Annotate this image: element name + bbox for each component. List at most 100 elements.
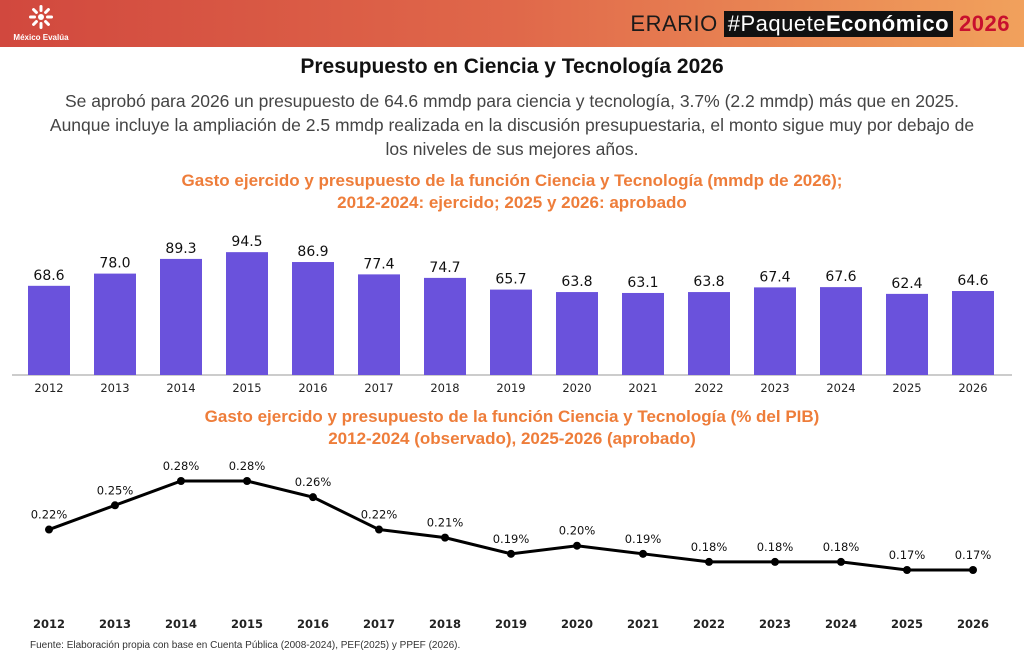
point-2025 (903, 566, 911, 574)
brand-paquete: #PaqueteEconómico (723, 11, 954, 37)
data-label-2012: 68.6 (33, 268, 64, 284)
source-footnote: Fuente: Elaboración propia con base en C… (30, 640, 461, 651)
point-2022 (705, 557, 713, 566)
line-chart-title-line2: 2012-2024 (observado), 2025-2026 (aproba… (328, 429, 696, 448)
data-label-2013: 0.25% (97, 483, 134, 497)
data-label-2021: 0.19% (625, 532, 662, 546)
point-2019 (507, 549, 515, 558)
bar-chart: 68.6 2012 78.0 2013 89.3 2014 94.5 2015 86.9 2016… (12, 234, 1012, 395)
data-label-2025: 0.17% (889, 548, 926, 562)
data-label-2021: 63.1 (627, 275, 658, 291)
bar-chart-title-line2: 2012-2024: ejercido; 2025 y 2026: aproba… (337, 193, 687, 212)
x-tick-label-2015: 2015 (232, 381, 261, 395)
x-tick-label-2022: 2022 (693, 617, 725, 631)
x-tick-label-2018: 2018 (429, 617, 461, 631)
x-tick-label-2023: 2023 (759, 617, 791, 631)
point-2024 (837, 557, 845, 566)
bar-2024 (820, 287, 862, 375)
brand-year: 2026 (959, 11, 1010, 36)
data-label-2020: 63.8 (561, 274, 592, 290)
data-label-2014: 0.28% (163, 459, 200, 473)
line-chart: 0.22% 2012 0.25% 2013 0.28% 2014 0.28% 2015 0.26… (31, 459, 992, 631)
bar-2023 (754, 287, 796, 375)
data-label-2025: 62.4 (891, 276, 922, 292)
data-label-2026: 0.17% (955, 548, 992, 562)
x-tick-label-2021: 2021 (627, 617, 659, 631)
flower-icon (29, 5, 53, 29)
x-tick-label-2020: 2020 (562, 381, 591, 395)
bar-2018 (424, 277, 466, 375)
bar-2019 (490, 289, 532, 375)
logo-text: México Evalúa (13, 33, 69, 42)
line-chart-title: Gasto ejercido y presupuesto de la funci… (0, 406, 1024, 450)
point-2012 (45, 525, 53, 534)
data-label-2022: 0.18% (691, 540, 728, 554)
point-2013 (111, 501, 119, 510)
data-label-2017: 77.4 (363, 256, 394, 272)
point-2015 (243, 477, 251, 485)
x-tick-label-2017: 2017 (363, 617, 395, 631)
data-label-2023: 67.4 (759, 269, 790, 285)
bar-chart-title: Gasto ejercido y presupuesto de la funci… (0, 170, 1024, 214)
data-label-2022: 63.8 (693, 274, 724, 290)
x-tick-label-2019: 2019 (495, 617, 527, 631)
point-2016 (309, 493, 317, 502)
x-tick-label-2026: 2026 (957, 617, 989, 631)
x-tick-label-2024: 2024 (826, 381, 855, 395)
mexico-evalua-logo: México Evalúa (8, 4, 74, 44)
bar-2026 (952, 291, 994, 375)
x-tick-label-2026: 2026 (958, 381, 987, 395)
point-2017 (375, 525, 383, 534)
bar-2015 (226, 252, 268, 375)
line-chart-title-line1: Gasto ejercido y presupuesto de la funci… (204, 407, 820, 426)
data-label-2020: 0.20% (559, 524, 596, 538)
bar-2020 (556, 292, 598, 375)
point-2014 (177, 477, 185, 485)
bar-2021 (622, 292, 664, 375)
data-label-2013: 78.0 (99, 256, 130, 272)
x-tick-label-2016: 2016 (297, 617, 329, 631)
x-tick-label-2022: 2022 (694, 381, 723, 395)
x-tick-label-2021: 2021 (628, 381, 657, 395)
point-2023 (771, 557, 779, 566)
x-tick-label-2013: 2013 (100, 381, 129, 395)
x-tick-label-2025: 2025 (891, 617, 923, 631)
page-title: Presupuesto en Ciencia y Tecnología 2026 (300, 55, 724, 78)
bar-2022 (688, 292, 730, 375)
x-tick-label-2014: 2014 (165, 617, 197, 631)
bar-2025 (886, 293, 928, 375)
data-label-2023: 0.18% (757, 540, 794, 554)
data-label-2024: 0.18% (823, 540, 860, 554)
page-subtitle: Se aprobó para 2026 un presupuesto de 64… (49, 91, 975, 159)
point-2018 (441, 533, 449, 542)
header-banner: México Evalúa ERARIO #PaqueteEconómico 2… (0, 0, 1024, 47)
data-label-2016: 86.9 (297, 244, 328, 260)
point-2020 (573, 541, 581, 550)
x-tick-label-2012: 2012 (34, 381, 63, 395)
data-label-2019: 65.7 (495, 272, 526, 288)
x-tick-label-2020: 2020 (561, 617, 593, 631)
data-label-2026: 64.6 (957, 273, 988, 289)
brand-title: ERARIO #PaqueteEconómico 2026 (630, 11, 1010, 37)
bar-2016 (292, 262, 334, 375)
brand-erario: ERARIO (630, 11, 718, 36)
x-tick-label-2025: 2025 (892, 381, 921, 395)
bar-chart-title-line1: Gasto ejercido y presupuesto de la funci… (181, 171, 843, 190)
data-label-2018: 74.7 (429, 260, 460, 276)
data-label-2017: 0.22% (361, 508, 398, 522)
x-tick-label-2015: 2015 (231, 617, 263, 631)
data-label-2015: 94.5 (231, 234, 262, 250)
bar-2013 (94, 273, 136, 375)
brand-paquete-prefix: #Paquete (727, 11, 826, 36)
x-tick-label-2014: 2014 (166, 381, 195, 395)
x-tick-label-2023: 2023 (760, 381, 789, 395)
bar-2014 (160, 258, 202, 375)
data-label-2014: 89.3 (165, 241, 196, 257)
data-label-2012: 0.22% (31, 508, 68, 522)
data-label-2018: 0.21% (427, 516, 464, 530)
x-tick-label-2016: 2016 (298, 381, 327, 395)
x-tick-label-2018: 2018 (430, 381, 459, 395)
x-tick-label-2012: 2012 (33, 617, 65, 631)
bar-2012 (28, 285, 70, 375)
x-tick-label-2017: 2017 (364, 381, 393, 395)
